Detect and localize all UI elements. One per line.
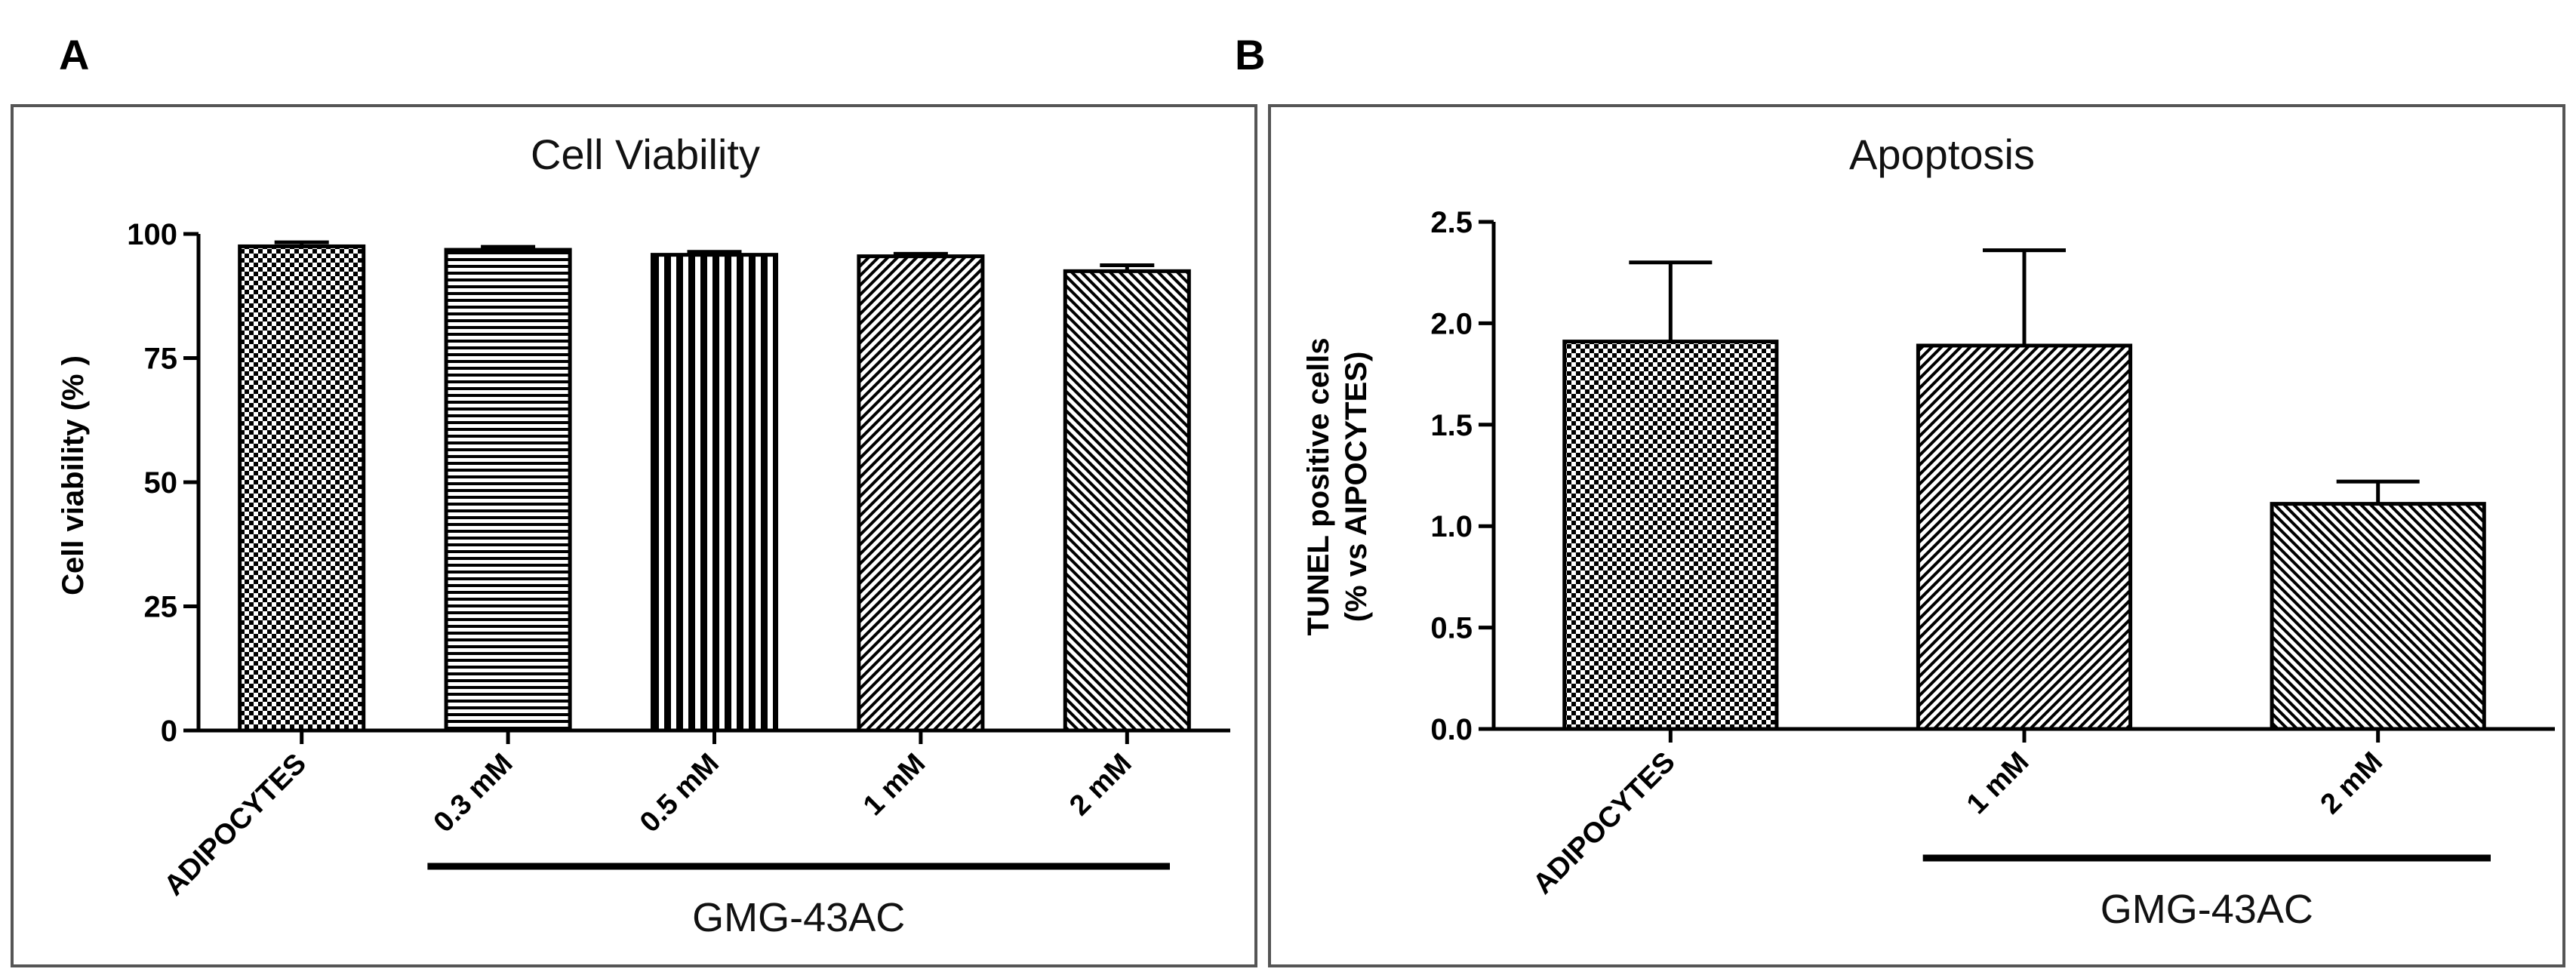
group-label: GMG-43AC	[2101, 887, 2313, 932]
y-tick-label: 25	[144, 591, 178, 624]
bar	[238, 244, 366, 733]
group-label: GMG-43AC	[692, 895, 905, 940]
panel-a-frame	[11, 104, 1257, 967]
panel-b-y-axis-label: TUNEL positive cells	[1302, 338, 1335, 636]
bar	[857, 254, 985, 733]
y-tick-label: 1.5	[1430, 409, 1473, 442]
y-tick-label: 0.5	[1430, 612, 1473, 645]
y-tick-label: 0	[161, 715, 177, 748]
bar	[444, 248, 572, 733]
panel-a-y-axis-label: Cell viability (% )	[57, 355, 90, 595]
y-tick-label: 75	[144, 343, 178, 376]
y-tick-label: 2.5	[1430, 206, 1473, 239]
panel-a-title: Cell Viability	[531, 131, 760, 178]
bar	[650, 253, 779, 733]
panel-b-y-axis-label-2: (% vs AIPOCYTES)	[1340, 352, 1373, 623]
bar	[1063, 269, 1191, 733]
y-tick-label: 100	[127, 218, 177, 251]
bar	[1916, 343, 2133, 731]
y-tick-label: 50	[144, 466, 178, 500]
y-tick-label: 1.0	[1430, 510, 1473, 543]
y-tick-label: 2.0	[1430, 307, 1473, 340]
y-tick-label: 0.0	[1430, 713, 1473, 746]
panel-b-letter: B	[1235, 31, 1265, 78]
bar	[1562, 340, 1779, 731]
panel-a-letter: A	[59, 31, 89, 78]
panel-b-title: Apoptosis	[1849, 131, 2035, 178]
bar	[2270, 502, 2486, 731]
